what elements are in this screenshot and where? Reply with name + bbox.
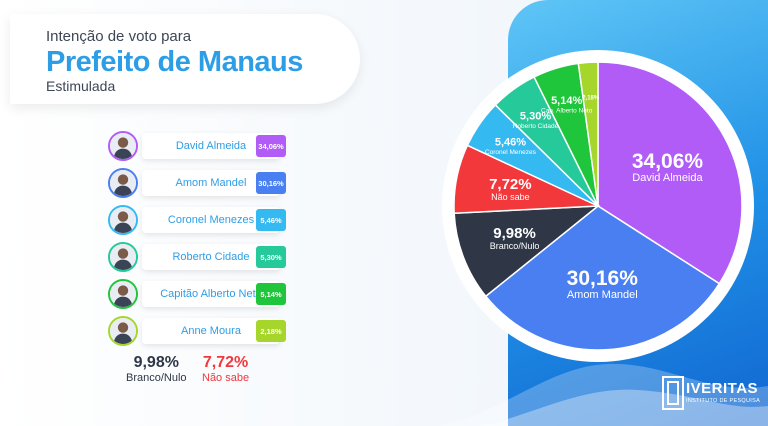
slice-name-label: Amom Mandel	[567, 289, 638, 301]
pie-slice	[577, 61, 599, 207]
slice-value-label: 9,98%	[493, 225, 536, 242]
candidate-row: Amom Mandel 30,16%	[108, 168, 288, 205]
slice-value-label: 34,06%	[632, 150, 704, 173]
logo-wordmark: IVERITAS	[686, 380, 759, 397]
slice-name-label: Não sabe	[491, 192, 530, 202]
title-subtitle: Estimulada	[46, 78, 116, 94]
slice-value-label: 5,46%	[495, 136, 526, 148]
undecided-value: 7,72%	[202, 354, 249, 371]
candidate-row: David Almeida 34,06%	[108, 131, 288, 168]
logo-subtitle: INSTITUTO DE PESQUISA	[686, 398, 761, 404]
title-card	[10, 14, 360, 104]
slice-name-label: Coronel Menezes	[485, 149, 537, 156]
pie-slice	[484, 205, 721, 351]
pie-chart: 34,06%David Almeida 30,16%Amom Mandel 9,98…	[442, 50, 754, 362]
candidate-row: Capitão Alberto Neto 5,14%	[108, 279, 288, 316]
person-avatar-icon	[108, 279, 138, 309]
blank-null-value: 9,98%	[133, 354, 179, 371]
undecided-summary: 7,72% Não sabe	[202, 354, 249, 384]
veritas-logo-icon	[662, 376, 684, 410]
candidate-row: Anne Moura 2,18%	[108, 316, 288, 353]
person-avatar-icon	[108, 168, 138, 198]
candidate-list: David Almeida 34,06% Amom Mandel 30,16% Coro…	[108, 131, 288, 353]
title-intro: Intenção de voto para	[46, 28, 192, 45]
candidate-percent: 5,14%	[256, 283, 286, 305]
blank-null-summary: 9,98% Branco/Nulo	[126, 354, 187, 384]
slice-name-label: Branco/Nulo	[490, 241, 540, 251]
undecided-label: Não sabe	[202, 372, 250, 384]
candidate-percent: 5,46%	[256, 209, 286, 231]
person-avatar-icon	[108, 131, 138, 161]
candidate-percent: 2,18%	[256, 320, 286, 342]
slice-name-label: Cap. Alberto Neto	[541, 108, 593, 115]
slice-value-label: 5,30%	[520, 111, 551, 123]
veritas-logo: IVERITAS INSTITUTO DE PESQUISA	[662, 376, 760, 412]
candidate-percent: 5,30%	[256, 246, 286, 268]
person-avatar-icon	[108, 316, 138, 346]
blank-null-label: Branco/Nulo	[126, 372, 187, 384]
slice-value-label: 7,72%	[489, 176, 532, 193]
candidate-row: Coronel Menezes 5,46%	[108, 205, 288, 242]
pie-slice	[453, 205, 601, 298]
candidate-percent: 30,16%	[256, 172, 286, 194]
person-avatar-icon	[108, 205, 138, 235]
candidate-row: Roberto Cidade 5,30%	[108, 242, 288, 279]
slice-value-label: 5,14%	[551, 95, 582, 107]
slice-value-label: 30,16%	[567, 267, 639, 290]
slice-name-label: Roberto Cidade	[513, 123, 559, 130]
slice-name-label: David Almeida	[632, 172, 703, 184]
person-avatar-icon	[108, 242, 138, 272]
page-title: Prefeito de Manaus	[46, 46, 303, 78]
candidate-percent: 34,06%	[256, 135, 286, 157]
slice-value-label: 2,18%	[582, 96, 600, 102]
